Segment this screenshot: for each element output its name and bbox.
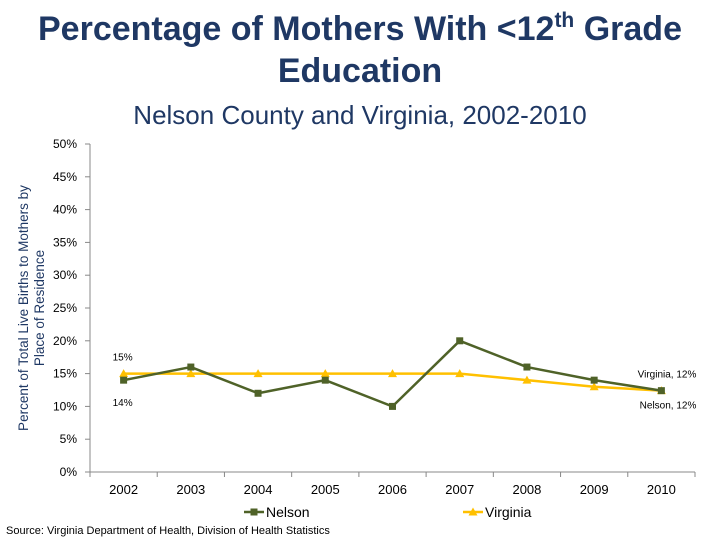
data-label: 15% bbox=[113, 353, 133, 364]
data-point-virginia bbox=[320, 369, 330, 378]
title-superscript: th bbox=[554, 9, 575, 32]
x-tick-label: 2006 bbox=[378, 482, 407, 497]
legend-marker-nelson bbox=[250, 508, 258, 516]
data-point-nelson bbox=[321, 376, 329, 384]
y-tick-label: 25% bbox=[53, 301, 77, 315]
x-tick-label: 2007 bbox=[445, 482, 474, 497]
y-tick-label: 50% bbox=[53, 137, 77, 151]
data-point-virginia bbox=[589, 382, 599, 391]
data-point-virginia bbox=[388, 369, 397, 378]
data-point-virginia bbox=[522, 375, 532, 384]
data-label: 14% bbox=[113, 398, 133, 409]
title-text: Percentage of Mothers With <12 bbox=[38, 10, 555, 48]
data-label: Virginia, 12% bbox=[638, 370, 697, 381]
data-point-nelson bbox=[456, 337, 464, 345]
title-line-2: Education bbox=[277, 52, 443, 90]
y-tick-label: 35% bbox=[53, 235, 77, 249]
legend-label-nelson: Nelson bbox=[266, 504, 310, 520]
data-point-virginia bbox=[455, 369, 465, 378]
title-text-end: Grade bbox=[574, 10, 682, 48]
y-tick-label: 30% bbox=[53, 268, 77, 282]
data-point-virginia bbox=[253, 369, 263, 378]
y-tick-label: 15% bbox=[53, 367, 77, 381]
x-tick-label: 2010 bbox=[647, 482, 676, 497]
x-tick-label: 2004 bbox=[244, 482, 273, 497]
y-tick-label: 40% bbox=[53, 203, 77, 217]
legend-marker-virginia bbox=[468, 507, 478, 516]
data-point-nelson bbox=[187, 363, 195, 371]
data-point-virginia bbox=[186, 369, 196, 378]
data-point-nelson bbox=[523, 363, 531, 371]
source-note: Source: Virginia Department of Health, D… bbox=[6, 525, 330, 537]
x-tick-label: 2003 bbox=[176, 482, 205, 497]
data-point-virginia bbox=[119, 369, 129, 378]
y-tick-label: 20% bbox=[53, 334, 77, 348]
x-tick-label: 2009 bbox=[580, 482, 609, 497]
chart-subtitle: Nelson County and Virginia, 2002-2010 bbox=[133, 100, 587, 130]
data-point-nelson bbox=[590, 376, 598, 384]
data-point-nelson bbox=[389, 402, 396, 410]
x-tick-label: 2008 bbox=[512, 482, 541, 497]
x-tick-label: 2002 bbox=[109, 482, 138, 497]
y-tick-label: 45% bbox=[53, 170, 77, 184]
data-point-nelson bbox=[254, 389, 262, 397]
x-tick-label: 2005 bbox=[311, 482, 340, 497]
y-tick-label: 10% bbox=[53, 399, 77, 413]
y-tick-label: 5% bbox=[60, 432, 78, 446]
data-label: Nelson, 12% bbox=[640, 401, 697, 412]
legend-label-virginia: Virginia bbox=[485, 504, 532, 520]
data-point-nelson bbox=[657, 387, 665, 395]
y-tick-label: 0% bbox=[60, 465, 78, 479]
data-point-nelson bbox=[120, 376, 128, 384]
chart-title: Percentage of Mothers With <12th Grade E… bbox=[0, 8, 720, 92]
